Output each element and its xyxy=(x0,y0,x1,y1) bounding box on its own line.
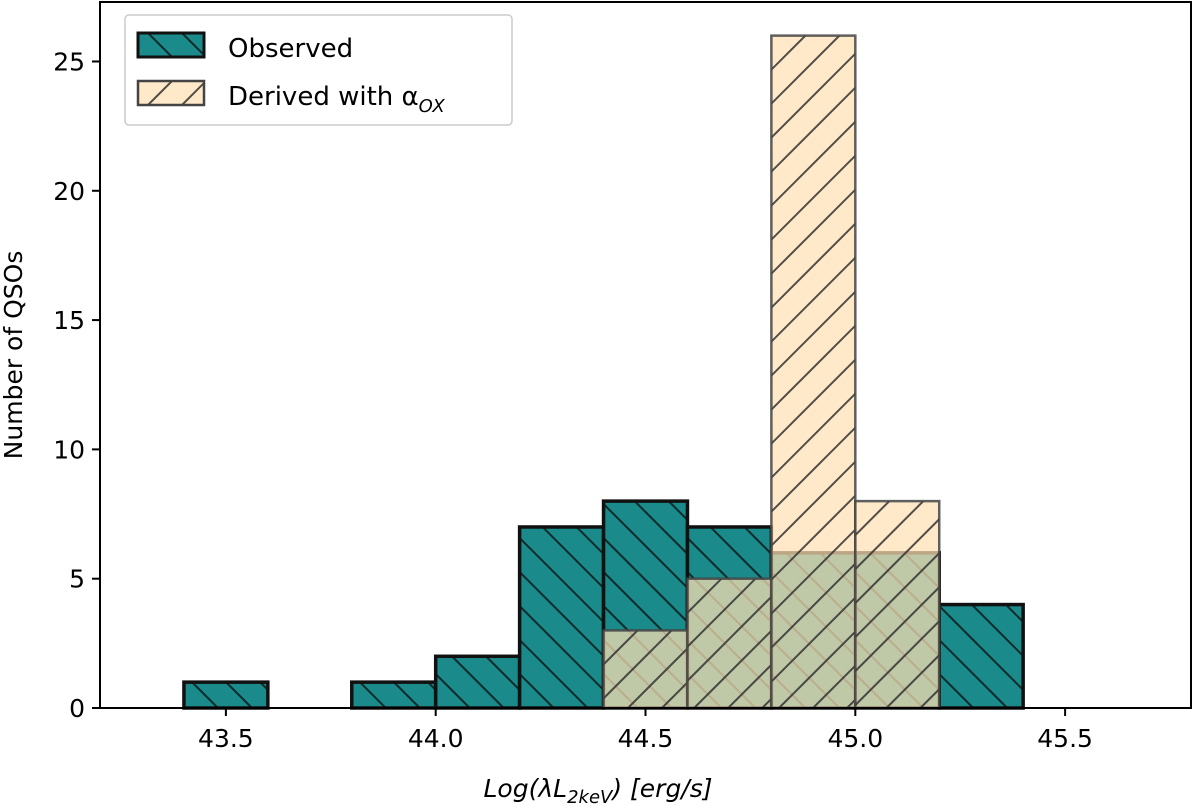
observed-bar xyxy=(937,602,1025,710)
legend-label-derived: Derived with αOX xyxy=(228,82,445,117)
legend-box xyxy=(124,14,513,126)
y-tick-label: 0 xyxy=(69,694,85,723)
y-tick-label: 15 xyxy=(53,306,85,335)
derived-bar xyxy=(602,629,689,710)
observed-bar xyxy=(182,680,270,710)
legend: Observed Derived with αOX xyxy=(124,14,513,126)
legend-swatch-observed xyxy=(136,31,206,59)
x-axis-label: Log(λL2keV) [erg/s] xyxy=(483,774,712,806)
x-tick-label: 43.5 xyxy=(198,724,254,753)
x-tick-label: 44.5 xyxy=(618,724,674,753)
legend-swatch-derived xyxy=(136,79,206,107)
x-tick-label: 45.5 xyxy=(1037,724,1093,753)
y-tick-label: 10 xyxy=(53,435,85,464)
derived-bar xyxy=(770,34,857,710)
y-axis-label: Number of QSOs xyxy=(0,251,28,460)
x-tick-label: 45.0 xyxy=(827,724,883,753)
y-axis-ticks: 0 5 10 15 20 25 xyxy=(53,47,100,723)
x-axis-ticks: 43.5 44.0 44.5 45.0 45.5 xyxy=(198,708,1093,753)
x-tick-label: 44.0 xyxy=(408,724,464,753)
legend-label-observed: Observed xyxy=(228,34,353,64)
y-tick-label: 25 xyxy=(53,47,85,76)
y-tick-label: 20 xyxy=(53,177,85,206)
y-tick-label: 5 xyxy=(69,565,85,594)
observed-bar xyxy=(433,654,522,710)
